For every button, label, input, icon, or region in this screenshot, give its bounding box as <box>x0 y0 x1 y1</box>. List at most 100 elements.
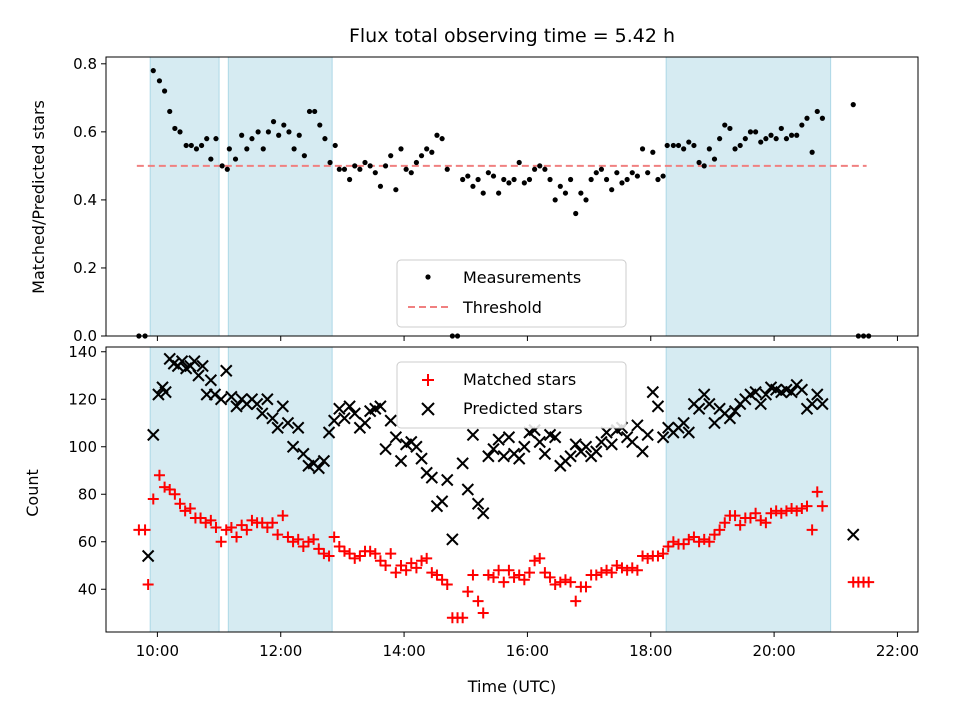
matched-star-point <box>493 564 505 576</box>
matched-star-point <box>426 567 438 579</box>
predicted-star-point <box>208 388 222 401</box>
measurement-point <box>629 170 635 176</box>
matched-star-point <box>210 522 222 533</box>
predicted-star-point <box>312 461 325 475</box>
predicted-star-point <box>600 426 613 439</box>
matched-star-point <box>159 481 171 493</box>
matched-star-point <box>308 533 320 545</box>
matched-star-point <box>678 538 690 550</box>
matched-star-point <box>246 514 258 526</box>
predicted-star-point <box>220 364 233 377</box>
legend-predicted-label: Predicted stars <box>463 399 583 418</box>
measurement-point <box>675 142 682 149</box>
predicted-star-point <box>415 452 428 465</box>
measurement-point <box>496 190 502 196</box>
measurement-point <box>768 132 774 138</box>
predicted-star-point <box>477 507 490 520</box>
predicted-star-point <box>333 402 346 415</box>
matched-star-point <box>498 576 510 588</box>
bottom-y-tick-label: 100 <box>68 438 97 456</box>
matched-star-point <box>559 574 571 586</box>
predicted-star-point <box>348 407 361 420</box>
measurement-point <box>327 159 333 166</box>
predicted-star-point <box>276 400 289 413</box>
measurement-point <box>444 166 450 172</box>
measurement-point <box>501 176 507 183</box>
measurement-point <box>183 142 189 149</box>
matched-star-point <box>729 510 741 522</box>
legend-top: Measurements Threshold <box>396 259 627 328</box>
predicted-star-point <box>322 426 336 439</box>
matched-star-point <box>462 586 474 598</box>
bottom-observing-window-band-2 <box>227 346 333 633</box>
bottom-y-axis-label: Count <box>23 469 42 517</box>
matched-star-point <box>621 564 633 576</box>
predicted-star-point <box>297 447 310 461</box>
matched-star-point <box>487 571 499 583</box>
measurement-point <box>639 146 646 152</box>
measurement-point <box>727 125 733 132</box>
measurement-point <box>239 132 245 138</box>
matched-star-point <box>539 567 551 579</box>
measurement-point <box>788 132 795 138</box>
matched-star-point <box>421 552 433 564</box>
measurement-point <box>188 142 194 149</box>
measurement-point <box>655 176 661 183</box>
legend-threshold-label: Threshold <box>462 298 542 317</box>
matched-star-point <box>683 533 695 545</box>
predicted-star-point <box>677 416 690 430</box>
matched-star-point <box>261 522 273 533</box>
measurement-point <box>413 159 420 166</box>
predicted-star-point <box>656 431 670 444</box>
matched-star-point <box>267 517 279 529</box>
measurement-point <box>362 159 368 166</box>
predicted-star-point <box>651 400 665 413</box>
measurement-point <box>660 173 666 179</box>
matched-star-point <box>590 569 602 581</box>
measurement-point <box>814 108 820 115</box>
matched-star-point <box>302 536 314 548</box>
predicted-star-point <box>250 397 264 411</box>
matched-star-point <box>205 514 217 526</box>
matched-star-point <box>184 503 196 514</box>
predicted-star-point <box>682 426 695 439</box>
matched-star-point <box>277 510 289 522</box>
matched-star-point <box>816 500 828 512</box>
measurement-point <box>634 173 640 179</box>
matched-star-point <box>693 536 705 548</box>
measurement-point <box>341 166 348 172</box>
measurement-point <box>172 125 178 132</box>
matched-star-point <box>313 543 325 555</box>
matched-star-point <box>195 512 207 524</box>
x-tick-label: 12:00 <box>259 642 302 660</box>
matched-star-point <box>811 486 823 498</box>
top-y-tick-label: 0.6 <box>73 123 97 141</box>
predicted-star-point <box>175 355 189 368</box>
measurement-point <box>562 190 569 196</box>
predicted-star-point <box>646 385 660 399</box>
measurement-point <box>388 153 394 159</box>
predicted-star-point <box>579 440 593 453</box>
measurement-point <box>624 176 630 183</box>
predicted-star-point <box>261 393 274 406</box>
matched-star-point <box>431 569 443 581</box>
measurement-point <box>526 176 533 183</box>
matched-star-point <box>667 536 679 548</box>
matched-star-point <box>153 469 165 481</box>
predicted-star-point <box>374 400 387 413</box>
predicted-star-point <box>708 416 721 430</box>
x-tick-label: 16:00 <box>506 642 549 660</box>
bottom-y-tick-label: 40 <box>78 580 97 598</box>
predicted-star-point <box>533 435 546 449</box>
measurement-point <box>521 180 527 186</box>
predicted-star-point <box>636 445 649 458</box>
top-y-tick-label: 0.8 <box>73 55 97 73</box>
predicted-star-point <box>538 447 552 461</box>
predicted-star-point <box>456 457 469 470</box>
matched-star-point <box>708 529 720 541</box>
measurement-point <box>317 122 323 128</box>
measurement-point <box>213 136 219 142</box>
matched-star-point <box>570 595 582 607</box>
matched-star-point <box>508 571 520 583</box>
measurement-point <box>737 142 743 149</box>
